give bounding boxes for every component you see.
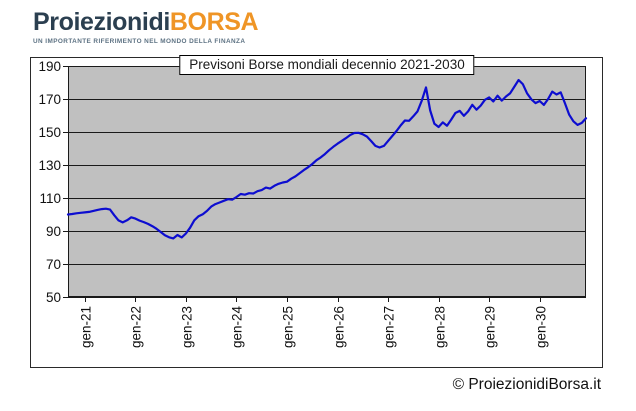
chart-title: Previsoni Borse mondiali decennio 2021-2… <box>179 55 475 75</box>
x-tick-label: gen-30 <box>534 306 549 348</box>
logo-text-primary: Proiezionidi <box>33 8 170 36</box>
y-tick-label: 50 <box>46 290 61 305</box>
x-tick-label: gen-23 <box>180 306 195 348</box>
logo-text-accent: BORSA <box>169 8 259 36</box>
y-tick-label: 150 <box>38 125 61 140</box>
copyright-notice: © ProiezionidiBorsa.it <box>452 376 601 393</box>
x-tick-label: gen-25 <box>281 306 296 348</box>
logo-tagline: UN IMPORTANTE RIFERIMENTO NEL MONDO DELL… <box>33 38 246 45</box>
y-tick-label: 110 <box>39 191 61 206</box>
x-tick-label: gen-27 <box>382 306 397 348</box>
plot-area <box>68 66 586 297</box>
x-tick-label: gen-22 <box>129 306 144 348</box>
x-tick-label: gen-29 <box>483 306 498 348</box>
y-tick-label: 90 <box>46 224 61 239</box>
y-tick-label: 70 <box>46 257 61 272</box>
site-logo: ProiezionidiBORSA UN IMPORTANTE RIFERIME… <box>33 8 259 46</box>
y-tick-label: 130 <box>38 158 61 173</box>
x-tick-label: gen-28 <box>433 306 448 348</box>
x-tick-label: gen-26 <box>332 306 347 348</box>
logo-brand: ProiezionidiBORSA <box>33 8 259 36</box>
y-tick-label: 190 <box>38 59 61 74</box>
forecast-line <box>66 78 588 240</box>
x-axis-labels: gen-21 gen-22 gen-23 gen-24 gen-25 gen-26 gen-… <box>79 297 549 348</box>
y-tick-label: 170 <box>38 92 61 107</box>
x-tick-label: gen-24 <box>230 306 245 349</box>
x-tick-label: gen-21 <box>79 306 94 348</box>
y-axis-labels: 190 170 150 130 110 90 70 50 <box>38 59 61 305</box>
line-chart: 190 170 150 130 110 90 70 50 gen-21 gen-22 gen-23 g… <box>30 55 603 368</box>
